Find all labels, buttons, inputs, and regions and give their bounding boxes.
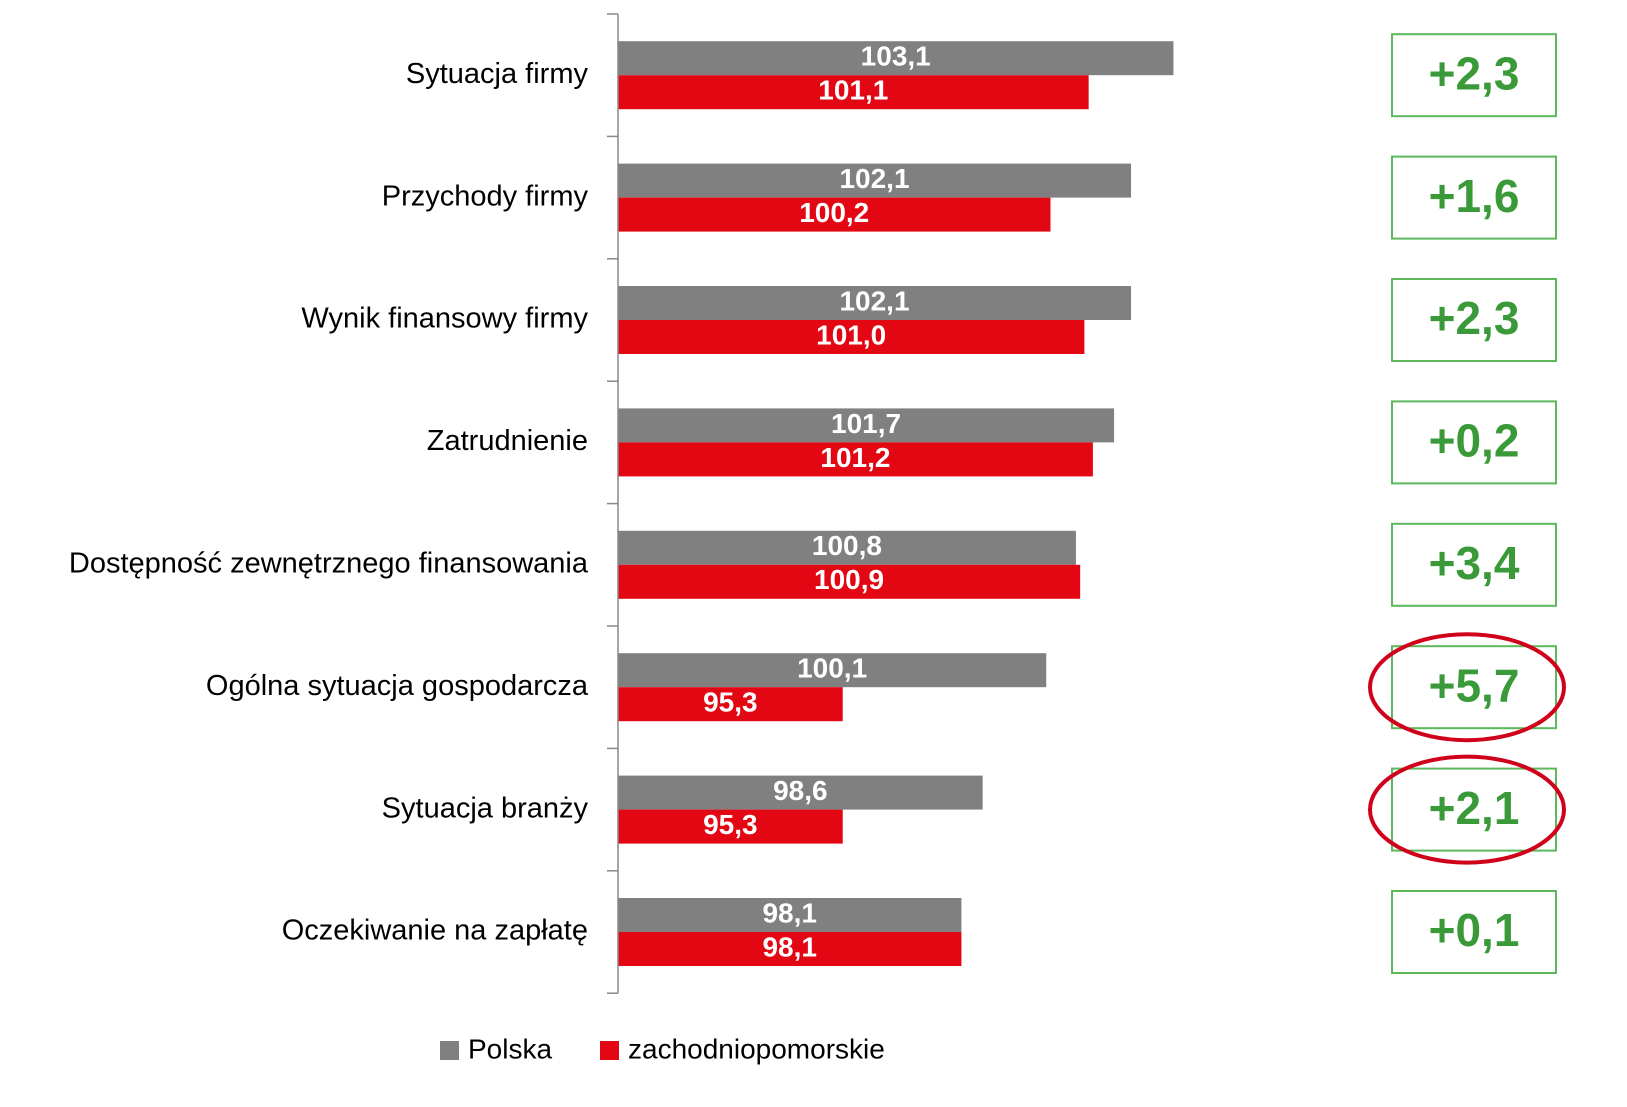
category-label: Sytuacja branży: [382, 792, 589, 824]
annotation-box: [1391, 645, 1557, 730]
bar: [618, 932, 962, 966]
bar: [618, 775, 983, 810]
value-label: 98,6: [773, 775, 828, 806]
value-label: 100,9: [814, 564, 884, 595]
value-label: 100,1: [797, 653, 867, 684]
bar: [618, 75, 1089, 110]
annotation: +0,1: [1429, 904, 1520, 956]
value-label: 100,2: [799, 197, 869, 228]
bar: [618, 41, 1174, 76]
bar: [618, 687, 843, 722]
category-label: Sytuacja firmy: [406, 58, 589, 90]
bar: [618, 442, 1093, 477]
bar: [618, 320, 1085, 354]
highlight-circle: [1368, 632, 1566, 743]
category-label: Ogólna sytuacja gospodarcza: [206, 670, 589, 702]
annotation-box: [1391, 155, 1557, 240]
annotation: +2,3: [1429, 47, 1520, 99]
value-label: 95,3: [703, 809, 758, 840]
category-label: Dostępność zewnętrznego finansowania: [69, 547, 589, 579]
bar: [618, 408, 1115, 443]
annotation: +3,4: [1429, 537, 1520, 589]
value-label: 98,1: [762, 931, 817, 962]
bar: [618, 898, 962, 932]
value-label: 101,2: [820, 442, 890, 473]
annotation-box: [1391, 890, 1557, 974]
highlight-circle: [1368, 754, 1566, 865]
value-label: 95,3: [703, 687, 758, 718]
annotation-box: [1391, 767, 1557, 852]
bar: [618, 809, 843, 844]
bar: [618, 530, 1076, 565]
bar: [618, 564, 1081, 599]
value-label: 103,1: [861, 41, 931, 72]
legend-label: Polska: [468, 1033, 552, 1064]
annotation: +2,3: [1429, 292, 1520, 344]
legend-swatch: [440, 1041, 459, 1060]
value-label: 102,1: [839, 285, 909, 316]
value-label: 100,8: [812, 530, 882, 561]
annotation-box: [1391, 522, 1557, 607]
bar: [618, 653, 1047, 688]
value-label: 101,1: [818, 75, 888, 106]
bar: [618, 286, 1132, 320]
annotation-box: [1391, 33, 1557, 118]
value-label: 101,7: [831, 408, 901, 439]
category-label: Oczekiwanie na zapłatę: [282, 915, 588, 947]
value-label: 102,1: [839, 163, 909, 194]
value-label: 98,1: [762, 897, 817, 928]
legend-label: zachodniopomorskie: [628, 1033, 885, 1064]
annotation-box: [1391, 400, 1557, 485]
bar: [618, 197, 1051, 232]
value-label: 101,0: [816, 319, 886, 350]
annotation: +5,7: [1429, 659, 1520, 711]
annotation: +2,1: [1429, 782, 1520, 834]
category-label: Wynik finansowy firmy: [301, 303, 588, 335]
category-label: Przychody firmy: [382, 180, 589, 212]
legend-swatch: [600, 1041, 619, 1060]
annotation-box: [1391, 278, 1557, 362]
bar: [618, 163, 1132, 198]
category-label: Zatrudnienie: [427, 425, 588, 457]
annotation: +1,6: [1429, 170, 1520, 222]
annotation: +0,2: [1429, 415, 1520, 467]
